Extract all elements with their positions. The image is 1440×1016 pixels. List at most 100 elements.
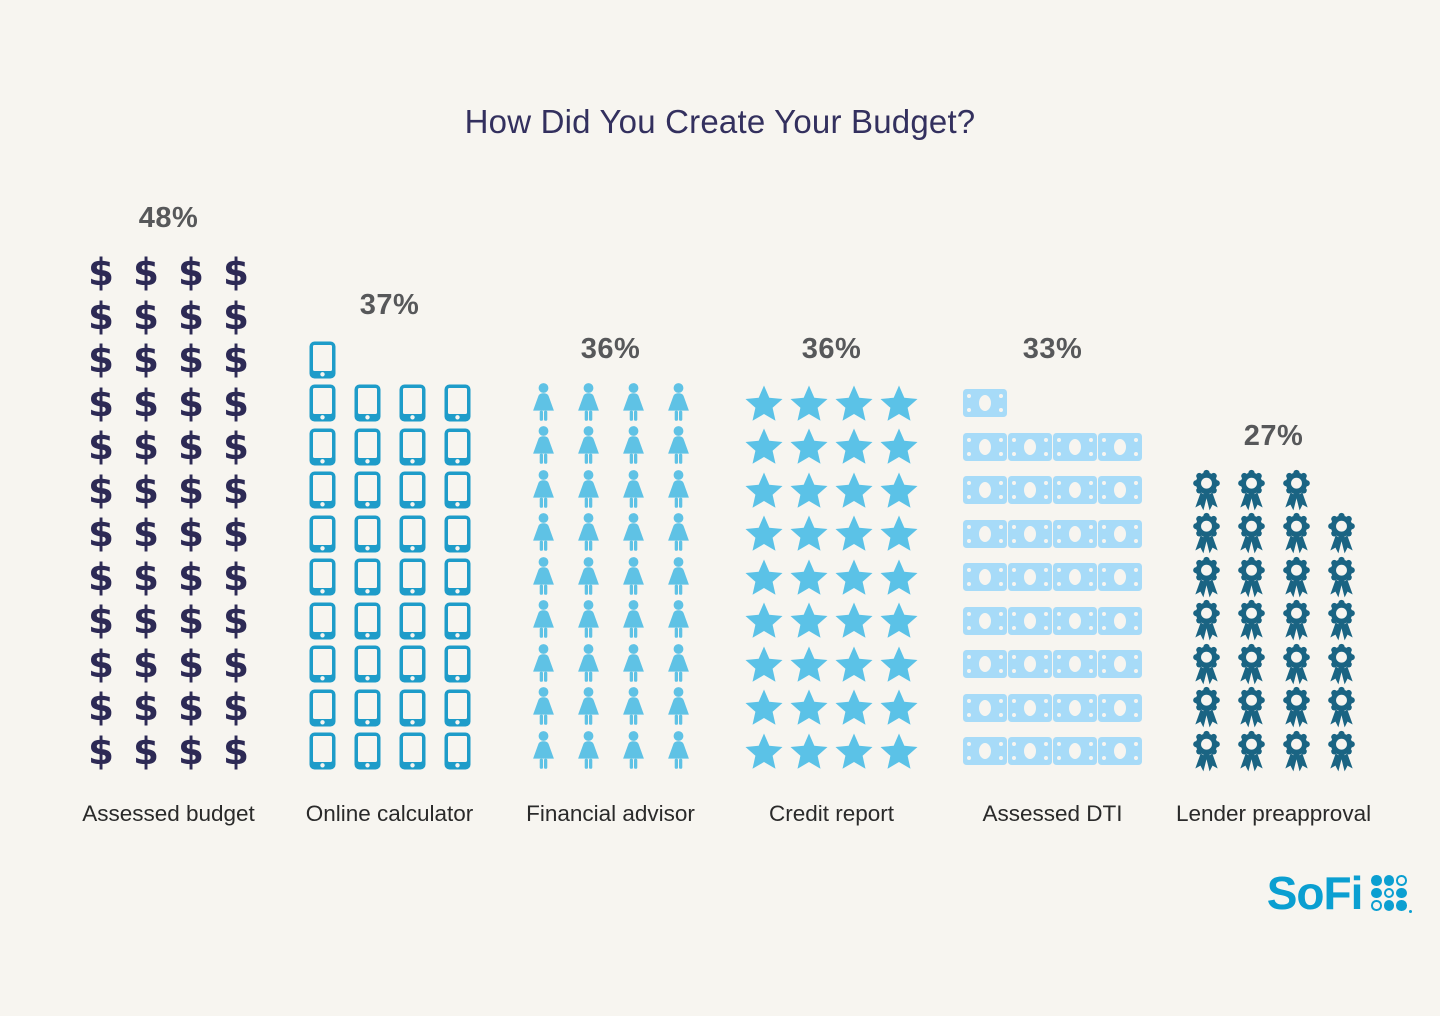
dollar-sign-icon: $ [223,729,249,773]
dollar-sign-icon: $ [133,381,159,425]
logo-dot-outline [1371,900,1382,911]
award-ribbon-icon [1319,556,1364,600]
chart-column-assessed-dti: 33% [962,333,1143,828]
smartphone-icon [345,730,390,774]
person-icon [566,730,611,774]
dollar-sign-icon: $ [223,599,249,643]
percent-label: 27% [1243,419,1304,452]
dollar-sign-icon: $ [223,512,249,556]
dollar-sign-icon: $ [133,425,159,469]
star-icon [742,686,787,730]
star-icon [832,469,877,513]
category-label: Assessed DTI [982,801,1123,826]
dollar-sign-icon: $ [178,555,204,599]
smartphone-icon [345,599,390,643]
person-icon [656,469,701,513]
award-ribbon-icon [1274,599,1319,643]
dollar-sign-icon: $ [133,729,159,773]
person-icon [656,512,701,556]
star-icon [832,512,877,556]
icon-grid-assessed-dti [963,382,1143,774]
dollar-sign-icon: $ [133,338,159,382]
star-icon [832,382,877,426]
dollar-bill-icon [1098,599,1143,643]
dollar-bill-icon [1008,730,1053,774]
dollar-sign-icon: $ [223,381,249,425]
person-icon [611,469,656,513]
dollar-bill-icon [963,556,1008,600]
star-icon [787,382,832,426]
dollar-sign-icon: $ [88,512,114,556]
dollar-bill-icon [1008,512,1053,556]
star-icon [832,556,877,600]
star-icon [787,599,832,643]
award-ribbon-icon [1319,599,1364,643]
logo-dot-filled [1396,900,1407,911]
award-ribbon-icon [1229,599,1274,643]
award-ribbon-icon [1229,686,1274,730]
smartphone-icon [300,643,345,687]
logo-dot-filled [1371,875,1382,886]
dollar-sign-icon: $ [88,251,114,295]
dollar-sign-icon: $ [223,468,249,512]
star-icon [742,425,787,469]
smartphone-icon [345,425,390,469]
smartphone-icon [390,643,435,687]
smartphone-icon [435,686,480,730]
person-icon [521,730,566,774]
star-icon [787,686,832,730]
award-ribbon-icon [1274,730,1319,774]
award-ribbon-icon [1184,469,1229,513]
star-icon [877,469,922,513]
dollar-bill-icon [1098,512,1143,556]
award-ribbon-icon [1274,556,1319,600]
icon-grid-online-calculator [300,338,480,773]
chart-title: How Did You Create Your Budget? [464,103,976,140]
percent-label: 36% [580,332,641,365]
dollar-bill-icon [1098,643,1143,687]
person-icon [521,599,566,643]
dollar-sign-icon: $ [178,642,204,686]
person-icon [566,686,611,730]
chart-column-online-calculator: 37% [299,289,480,827]
smartphone-icon [390,425,435,469]
star-icon [787,556,832,600]
star-icon [742,382,787,426]
person-icon [566,556,611,600]
smartphone-icon [345,512,390,556]
smartphone-icon [345,382,390,426]
star-icon [742,643,787,687]
person-icon [521,556,566,600]
dollar-sign-icon: $ [223,338,249,382]
person-icon [566,643,611,687]
star-icon [832,643,877,687]
dollar-sign-icon: $ [223,555,249,599]
empty-cell [435,338,480,382]
person-icon [521,382,566,426]
category-label: Lender preapproval [1175,801,1372,826]
person-icon [566,469,611,513]
dollar-sign-icon: $ [223,294,249,338]
sofi-logo-text: SoFi [1266,867,1364,919]
smartphone-icon [345,469,390,513]
category-label: Assessed budget [82,801,255,826]
star-icon [877,686,922,730]
smartphone-icon [390,382,435,426]
person-icon [656,643,701,687]
chart-column-financial-advisor: 36% [520,333,701,828]
smartphone-icon [435,556,480,600]
dollar-sign-icon: $ [178,599,204,643]
person-icon [656,425,701,469]
award-ribbon-icon [1274,686,1319,730]
empty-cell [1053,382,1098,426]
person-icon [611,730,656,774]
empty-cell [1098,382,1143,426]
pictogram-chart: 48% $ $ $ $ $ $ $ $ $ $ $ $ $ $ $ $ $ $ $ $ $ $ $ $ $ $ $ $ $ $ $ $ $ $ $ $ $… [78,202,1371,828]
dollar-bill-icon [1098,556,1143,600]
dollar-bill-icon [1098,469,1143,513]
smartphone-icon [390,686,435,730]
award-ribbon-icon [1229,730,1274,774]
person-icon [656,686,701,730]
dollar-bill-icon [1053,556,1098,600]
